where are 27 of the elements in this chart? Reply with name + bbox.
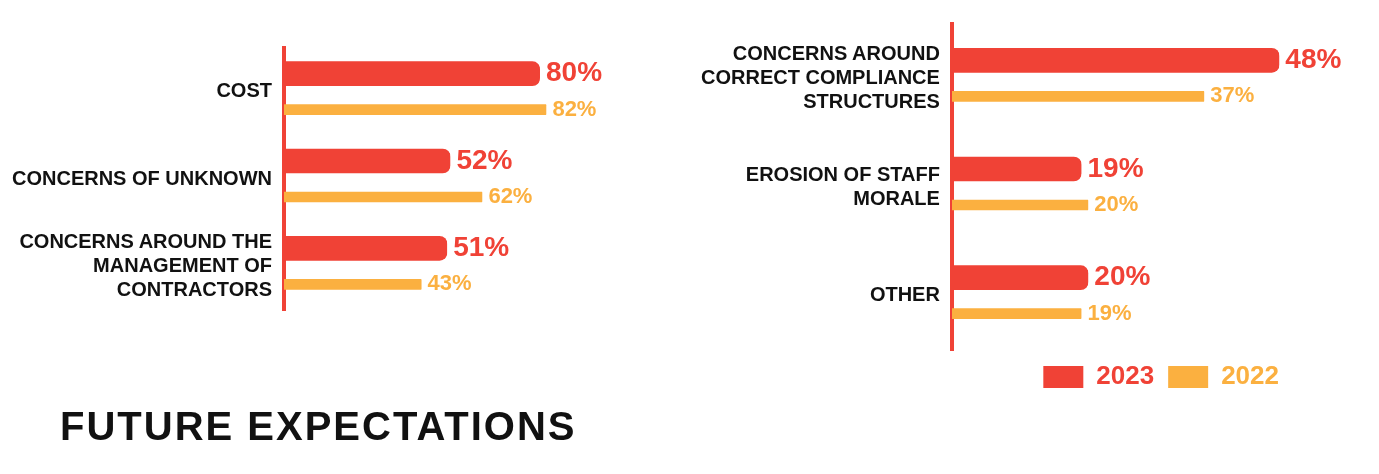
bar: [951, 91, 1205, 102]
data-label: 82%: [552, 95, 597, 121]
legend-label: 2022: [1221, 360, 1279, 391]
bar: [283, 279, 422, 290]
text: FUTURE EXPECTATIONS: [59, 404, 578, 449]
data-label: 20%: [1094, 191, 1139, 217]
legend-label: 2023: [1096, 360, 1155, 391]
bar: [951, 308, 1082, 319]
data-label: 19%: [1087, 151, 1144, 183]
y-tick-label: CONCERNS AROUND CORRECT COMPLIANCE STRUCTURES: [701, 41, 940, 112]
y-tick-label: COST: [216, 79, 272, 102]
y-tick-label: OTHER: [869, 283, 941, 306]
y-tick-label: CONCERNS AROUND THE MANAGEMENT OF CONTRACTORS: [19, 229, 272, 300]
data-label: 51%: [453, 231, 510, 263]
bar: [283, 104, 547, 115]
bar: [283, 191, 483, 203]
data-label: 52%: [456, 143, 513, 175]
bar: [951, 199, 1089, 211]
y-tick-label: EROSION OF STAFF MORALE: [745, 162, 940, 209]
data-label: 48%: [1285, 43, 1342, 75]
data-label: 37%: [1210, 82, 1255, 108]
data-label: 19%: [1087, 299, 1132, 325]
data-label: 43%: [427, 270, 472, 296]
y-tick-label: CONCERNS OF UNKNOWN: [11, 166, 272, 189]
data-label: 80%: [546, 56, 603, 88]
data-label: 20%: [1094, 260, 1151, 292]
data-label: 62%: [488, 183, 533, 209]
